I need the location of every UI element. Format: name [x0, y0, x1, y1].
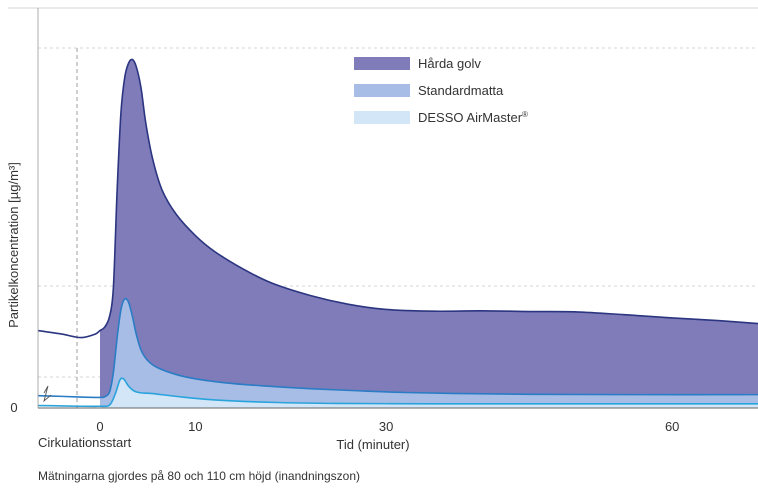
legend-label-desso-airmaster: DESSO AirMaster®: [418, 110, 528, 125]
series-area-h-rda-golv: [99, 59, 758, 408]
legend-swatch-desso-airmaster: [354, 111, 410, 124]
series-areas: [37, 58, 758, 408]
tick-labels: 0 10 30 60 0: [10, 400, 679, 434]
axis-break-icon: [43, 385, 52, 403]
legend-swatch-standardmatta: [354, 84, 410, 97]
legend-label-h-rda-golv: Hårda golv: [418, 56, 481, 71]
x-tick-label: 30: [379, 419, 393, 434]
y-tick-label: 0: [10, 400, 17, 415]
footnote: Mätningarna gjordes på 80 och 110 cm höj…: [38, 469, 360, 483]
legend: Hårda golv Standardmatta DESSO AirMaster®: [354, 56, 528, 125]
x-tick-label: 10: [188, 419, 202, 434]
legend-swatch-h-rda-golv: [354, 57, 410, 70]
series-line-standardmatta: [37, 297, 758, 399]
x-tick-label: 0: [96, 419, 103, 434]
x-axis-title: Tid (minuter): [336, 437, 409, 452]
axes: [37, 8, 758, 409]
x-tick-label: 60: [665, 419, 679, 434]
y-axis-title: Partikelkoncentration [µg/m³]: [6, 162, 21, 328]
series-line-h-rda-golv: [37, 58, 758, 339]
series-line-desso-airmaster: [37, 377, 758, 408]
legend-label-standardmatta: Standardmatta: [418, 83, 504, 98]
series-area-desso-airmaster: [99, 378, 758, 408]
circulation-start-label: Cirkulationsstart: [38, 435, 132, 450]
